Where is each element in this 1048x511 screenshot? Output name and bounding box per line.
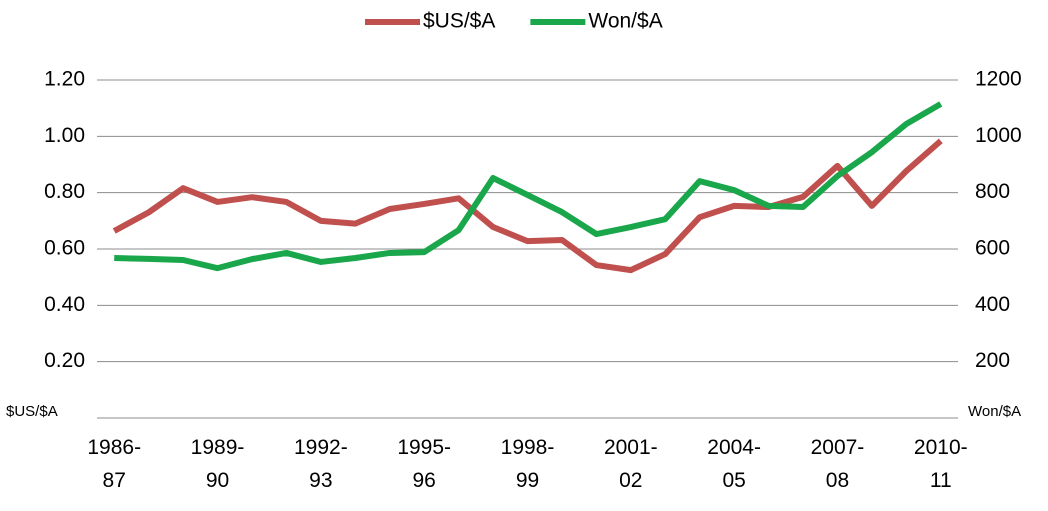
x-tick-label: 1998-99 bbox=[501, 436, 555, 492]
y2-tick-label: 200 bbox=[975, 349, 1010, 372]
x-tick-label: 1992-93 bbox=[294, 436, 348, 492]
y2-tick-label: 800 bbox=[975, 180, 1010, 203]
x-tick-label: 2010-11 bbox=[914, 436, 968, 492]
y-tick-label: 1.00 bbox=[44, 124, 85, 147]
y-tick-label: 1.20 bbox=[44, 68, 85, 91]
y-tick-label: 0.60 bbox=[44, 237, 85, 260]
x-tick-label: 1989-90 bbox=[191, 436, 245, 492]
x-tick-label: 2007-08 bbox=[811, 436, 865, 492]
x-tick-label: 1995-96 bbox=[397, 436, 451, 492]
y2-tick-label: 1200 bbox=[975, 68, 1022, 91]
y2-axis-title: Won/$A bbox=[968, 403, 1021, 420]
legend-label: Won/$A bbox=[588, 10, 662, 33]
x-tick-label: 2004-05 bbox=[707, 436, 761, 492]
x-tick-label: 1986-87 bbox=[87, 436, 141, 492]
y-tick-label: 0.40 bbox=[44, 293, 85, 316]
y2-tick-label: 1000 bbox=[975, 124, 1022, 147]
legend-label: $US/$A bbox=[423, 10, 495, 33]
y-axis-title: $US/$A bbox=[6, 403, 58, 420]
y-tick-label: 0.20 bbox=[44, 349, 85, 372]
y-tick-label: 0.80 bbox=[44, 180, 85, 203]
y2-tick-label: 600 bbox=[975, 237, 1010, 260]
x-tick-label: 2001-02 bbox=[604, 436, 658, 492]
series-line bbox=[114, 101, 943, 272]
y2-tick-label: 400 bbox=[975, 293, 1010, 316]
series-line bbox=[112, 138, 943, 274]
